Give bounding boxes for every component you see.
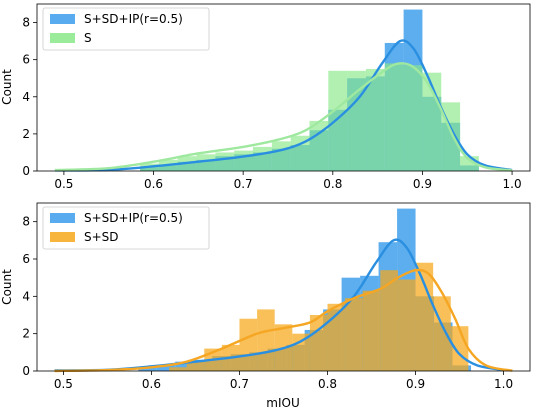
- top-y-axis-label: Count: [0, 69, 14, 105]
- top-bar-s1-14: [403, 65, 423, 171]
- top-ytick-label-0: 0: [22, 164, 30, 178]
- bottom-bar-s1-0: [169, 367, 187, 371]
- bottom-legend-label-0: S+SD+IP(r=0.5): [84, 211, 183, 225]
- top-plot-frame: [36, 3, 531, 172]
- bottom-plot-frame: [36, 202, 531, 372]
- bottom-xtick-label-5: 1.0: [494, 377, 513, 391]
- top-bar-s1-13: [384, 63, 404, 171]
- bottom-bar-s1-16: [450, 326, 469, 371]
- bottom-legend-box: [42, 206, 210, 250]
- top-xtick-label-0: 0.5: [54, 177, 73, 191]
- bottom-y-axis-label: Count: [0, 269, 14, 305]
- top-histogram-panel: 0.5 0.6 0.7 0.8 0.9 1.0 0 2 4 6 8 Count S+SD+IP(r…: [0, 3, 531, 191]
- top-bar-s1-4: [215, 152, 235, 171]
- bottom-legend-swatch-1: [50, 232, 75, 242]
- bottom-bar-s1-13: [397, 279, 416, 371]
- bottom-ytick-label-3: 6: [22, 252, 30, 266]
- bottom-xtick-label-3: 0.8: [318, 377, 337, 391]
- top-y-ticks: 0 2 4 6 8: [22, 16, 37, 178]
- bottom-bars: [138, 208, 472, 371]
- bottom-bar-s1-11: [362, 290, 381, 371]
- bottom-ytick-label-4: 8: [22, 215, 30, 229]
- bottom-xtick-label-4: 0.9: [406, 377, 425, 391]
- top-bars: [140, 9, 479, 171]
- top-legend-box: [42, 7, 210, 51]
- bottom-xtick-label-1: 0.6: [142, 377, 161, 391]
- bottom-xtick-label-0: 0.5: [54, 377, 73, 391]
- top-ytick-label-3: 6: [22, 53, 30, 67]
- top-xtick-label-3: 0.8: [323, 177, 342, 191]
- bottom-kde-line-1: [54, 268, 513, 373]
- bottom-legend: S+SD+IP(r=0.5) S+SD: [42, 206, 210, 250]
- top-legend-label-0: S+SD+IP(r=0.5): [84, 12, 183, 26]
- bottom-kde-line-0: [54, 238, 504, 372]
- bottom-bar-s1-14: [415, 262, 434, 371]
- top-bar-s1-6: [253, 146, 272, 171]
- bottom-x-axis-label: mIOU: [266, 396, 299, 410]
- bottom-xtick-label-2: 0.7: [230, 377, 249, 391]
- top-xtick-label-4: 0.9: [413, 177, 432, 191]
- top-ytick-label-2: 4: [22, 90, 30, 104]
- top-bar-s1-5: [234, 150, 254, 171]
- bottom-ytick-label-0: 0: [22, 364, 30, 378]
- bottom-bar-s0-1: [156, 365, 176, 371]
- bottom-legend-swatch-0: [50, 213, 75, 223]
- bottom-y-ticks: 0 2 4 6 8: [22, 215, 37, 378]
- top-kde-curves: [54, 39, 513, 172]
- bottom-bar-s1-10: [345, 298, 363, 371]
- bottom-ytick-label-2: 4: [22, 289, 30, 303]
- bottom-bar-s1-12: [380, 270, 398, 371]
- top-legend-swatch-0: [50, 14, 75, 24]
- bottom-kde-curves: [54, 238, 513, 373]
- bottom-legend-label-1: S+SD: [84, 230, 119, 244]
- top-x-ticks: 0.5 0.6 0.7 0.8 0.9 1.0: [54, 171, 522, 191]
- top-legend: S+SD+IP(r=0.5) S: [42, 7, 210, 51]
- top-kde-line-1: [54, 62, 513, 172]
- bottom-bar-s0-0: [138, 367, 157, 371]
- top-bar-s1-9: [309, 120, 329, 171]
- top-ytick-label-4: 8: [22, 16, 30, 30]
- top-ytick-label-1: 2: [22, 127, 30, 141]
- bottom-bar-s1-4: [239, 318, 258, 371]
- top-xtick-label-5: 1.0: [503, 177, 522, 191]
- bottom-bar-s1-9: [327, 303, 346, 371]
- top-xtick-label-2: 0.7: [234, 177, 253, 191]
- top-bar-s1-3: [196, 154, 216, 171]
- bottom-histogram-panel: 0.5 0.6 0.7 0.8 0.9 1.0 0 2 4 6 8 Count mIOU S+SD…: [0, 202, 531, 410]
- bottom-bar-s1-7: [292, 333, 310, 371]
- bottom-bar-s0-2: [175, 361, 194, 371]
- bottom-bar-s1-8: [309, 315, 328, 371]
- bottom-x-ticks: 0.5 0.6 0.7 0.8 0.9 1.0: [54, 371, 513, 391]
- top-bar-s1-7: [271, 141, 291, 171]
- bottom-bar-s1-15: [433, 296, 451, 371]
- top-bar-s1-12: [365, 68, 385, 171]
- bottom-ytick-label-1: 2: [22, 327, 30, 341]
- top-legend-label-1: S: [84, 31, 92, 45]
- top-xtick-label-1: 0.6: [144, 177, 163, 191]
- top-bar-s1-10: [328, 70, 348, 171]
- top-legend-swatch-1: [50, 33, 75, 43]
- bottom-bar-s1-5: [257, 309, 275, 371]
- bottom-bar-s1-1: [186, 361, 205, 371]
